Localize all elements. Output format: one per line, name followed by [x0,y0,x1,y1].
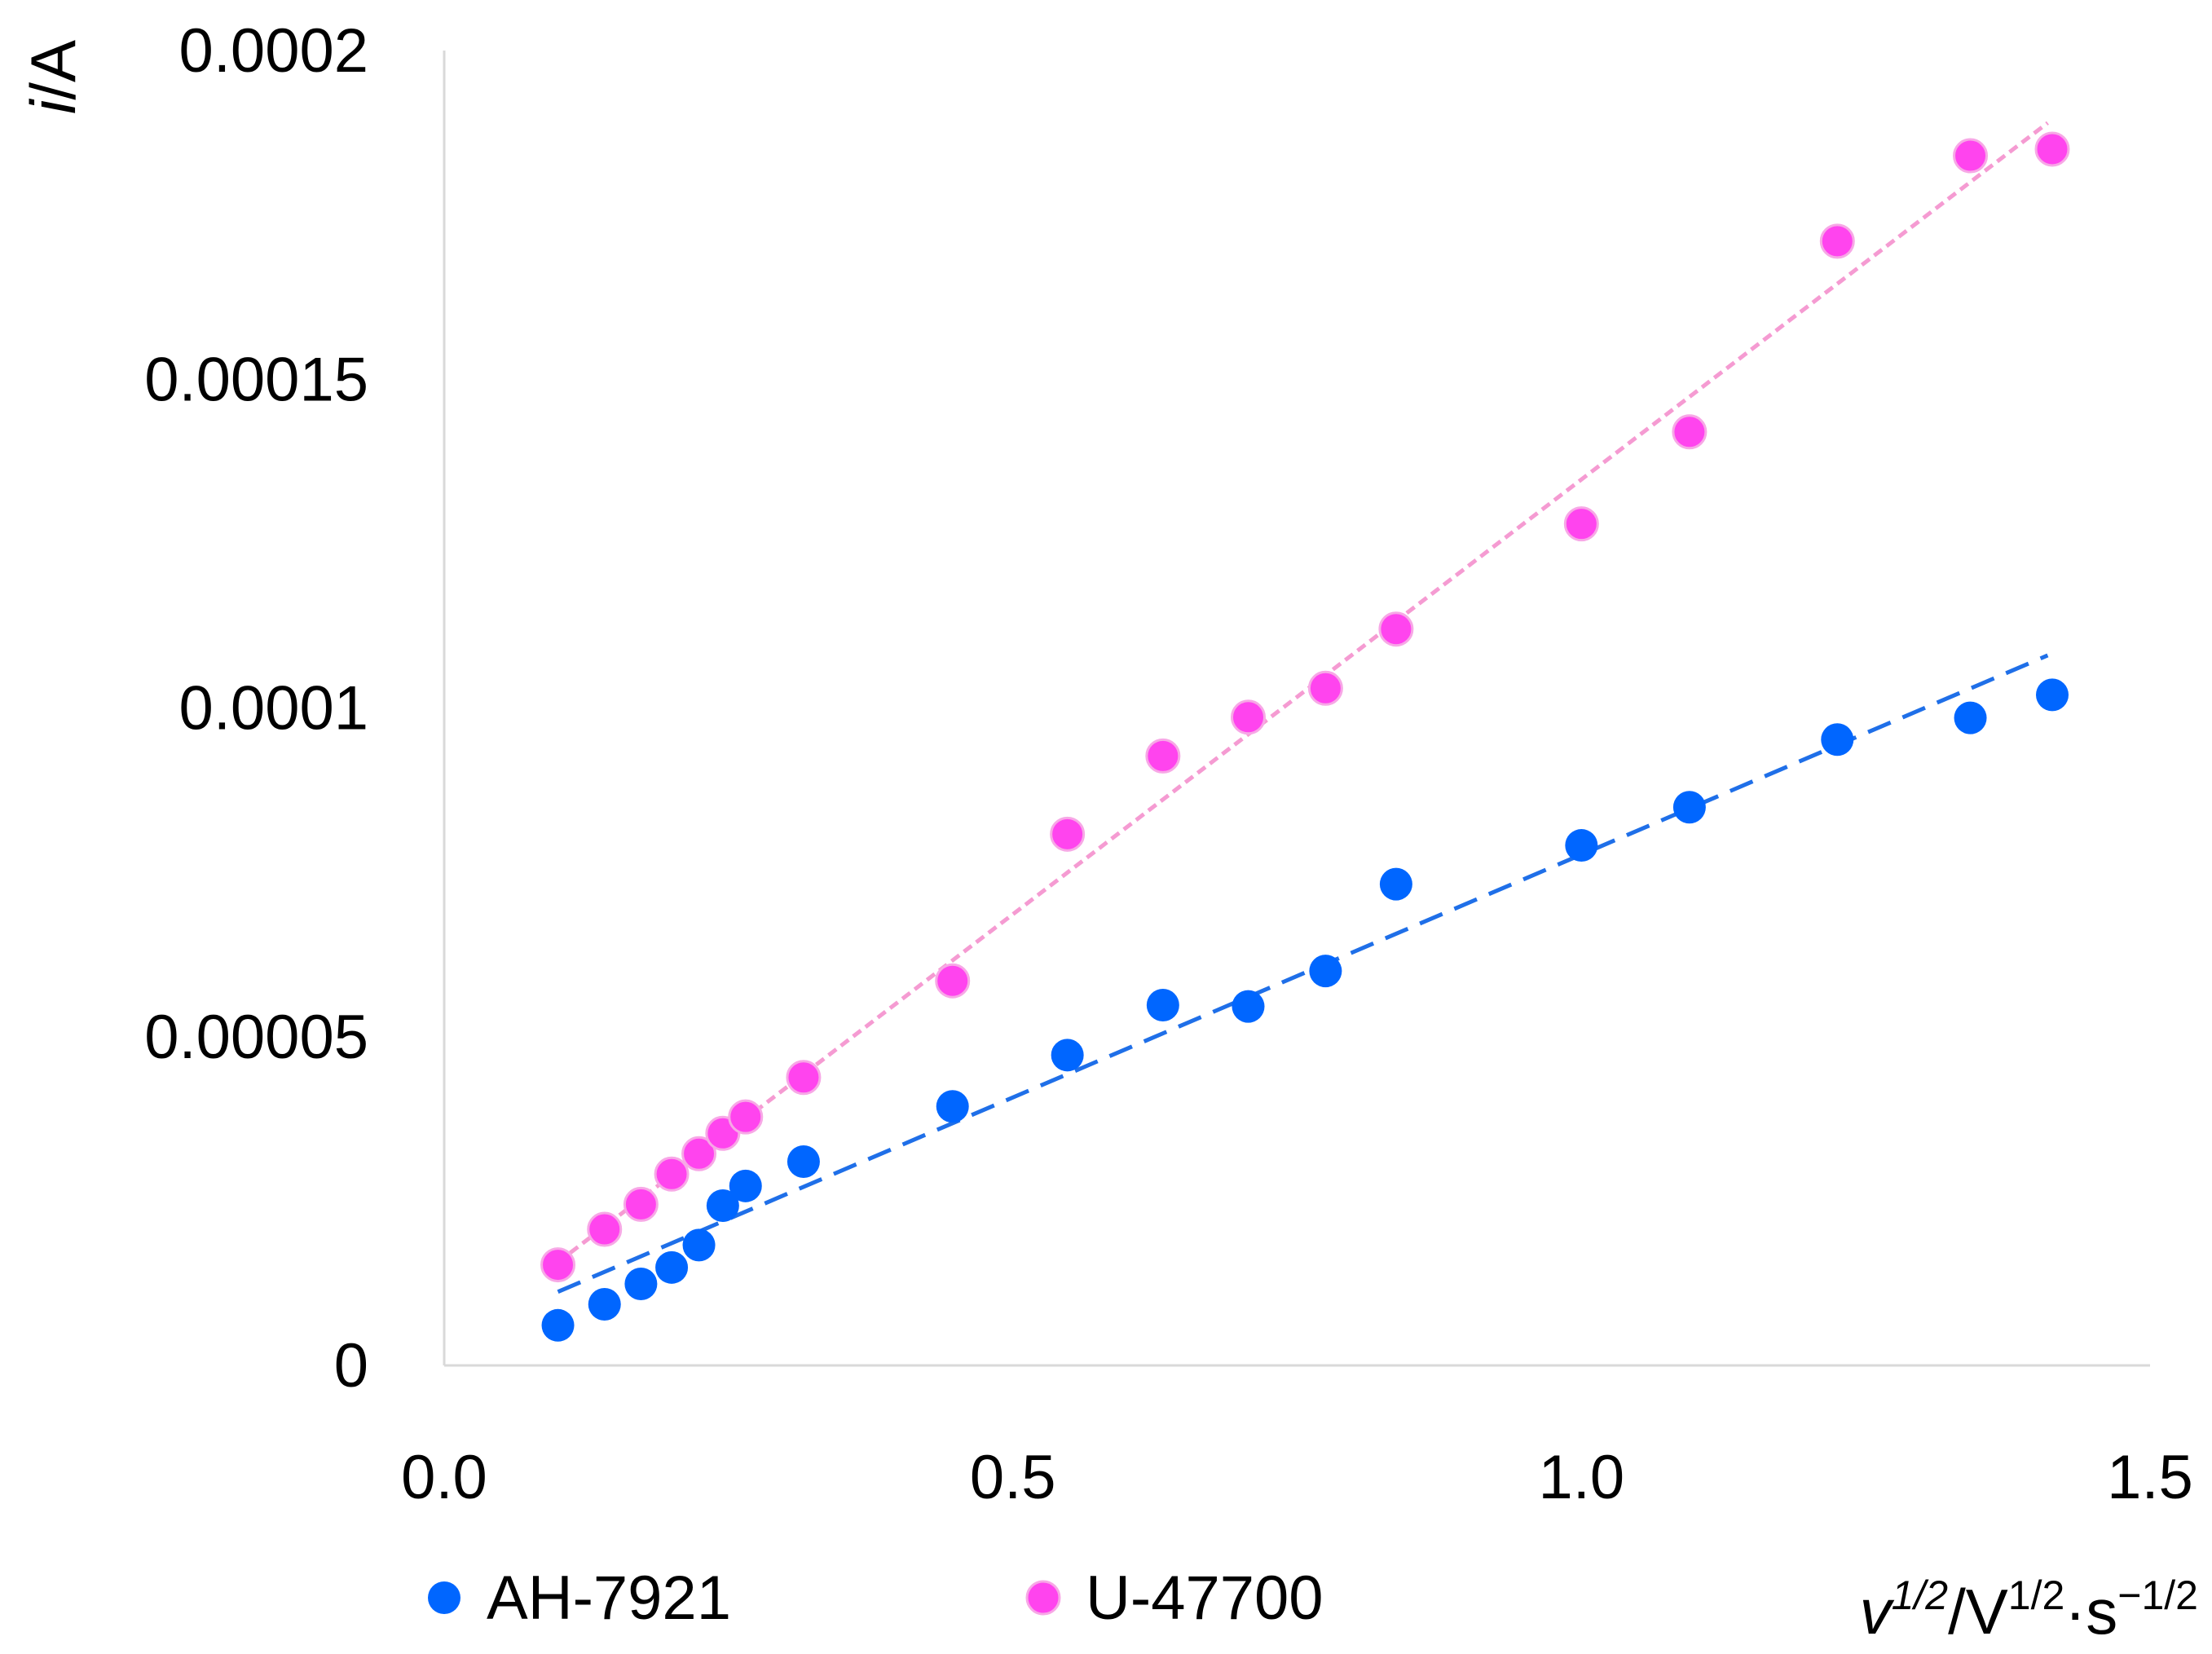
data-point-ah-7921 [706,1189,739,1223]
data-point-u-47700 [1231,699,1267,735]
data-point-u-47700 [1307,670,1343,706]
x-axis-v-symbol: v [1860,1576,1895,1647]
data-point-u-47700 [587,1211,623,1247]
data-point-u-47700 [1953,138,1989,174]
x-tick-labels: 0.0 0.5 1.0 1.5 [401,1443,2193,1512]
x-axis-slash: / [1948,1576,1966,1647]
data-point-u-47700 [786,1060,822,1096]
data-point-u-47700 [728,1099,764,1135]
data-point-ah-7921 [624,1267,658,1300]
y-tick-label: 0.00005 [144,1003,368,1072]
legend-label-ah-7921: AH-7921 [487,1564,731,1633]
data-point-u-47700 [935,963,971,999]
data-point-ah-7921 [682,1228,716,1262]
trendline-ah-7921 [557,653,2049,1294]
legend: AH-7921 U-47700 [428,1564,1324,1633]
data-point-ah-7921 [541,1308,575,1342]
data-point-u-47700 [1672,414,1707,450]
y-tick-label: 0.00015 [144,345,368,414]
legend-marker-u-47700 [1025,1580,1061,1616]
x-tick-label: 0.0 [401,1443,487,1512]
y-axis-symbol: i [17,98,89,114]
y-tick-labels: 0 0.00005 0.0001 0.00015 0.0002 [144,16,368,1400]
y-axis-unit: /A [17,40,89,100]
legend-item-u-47700: U-47700 [1025,1564,1324,1633]
legend-marker-ah-7921 [428,1581,460,1614]
x-tick-label: 1.0 [1539,1443,1625,1512]
data-point-u-47700 [1819,223,1855,259]
data-point-ah-7921 [787,1145,820,1178]
y-axis-title: i/A [17,40,89,114]
data-point-u-47700 [1563,506,1599,542]
data-point-ah-7921 [1565,829,1598,862]
data-point-ah-7921 [936,1090,969,1123]
x-axis-v-unit-exponent: 1/2 [2008,1572,2065,1618]
x-axis-s-exponent: −1/2 [2117,1572,2198,1618]
data-point-ah-7921 [1672,791,1706,824]
data-points [540,131,2070,1342]
data-point-ah-7921 [1146,989,1179,1022]
data-point-u-47700 [681,1136,717,1171]
x-axis-v-exponent: 1/2 [1892,1572,1949,1618]
data-point-u-47700 [1050,816,1086,852]
data-point-ah-7921 [729,1169,762,1202]
x-axis-title: v1/2/V1/2·s−1/2 [1860,1572,2198,1647]
y-tick-label: 0.0001 [179,674,368,743]
data-point-u-47700 [1145,738,1181,774]
data-point-ah-7921 [1051,1039,1084,1072]
data-point-ah-7921 [655,1250,689,1284]
trendline-u-47700 [557,121,2049,1264]
x-axis-dot: · [2064,1576,2086,1647]
data-point-ah-7921 [1379,867,1412,901]
trendlines [557,121,2049,1294]
data-point-ah-7921 [588,1287,621,1321]
x-tick-label: 1.5 [2107,1443,2193,1512]
x-axis-unit-v: V [1966,1576,2008,1647]
data-point-u-47700 [1378,611,1414,647]
data-point-ah-7921 [1309,955,1342,988]
legend-item-ah-7921: AH-7921 [428,1564,731,1633]
data-point-u-47700 [623,1186,659,1222]
data-point-ah-7921 [1954,701,1987,734]
data-point-u-47700 [540,1247,576,1283]
data-point-ah-7921 [1821,723,1854,756]
data-point-ah-7921 [1232,990,1265,1023]
x-tick-label: 0.5 [970,1443,1056,1512]
x-axis-unit-s: s [2086,1576,2117,1647]
legend-label-u-47700: U-47700 [1086,1564,1324,1633]
y-tick-label: 0 [334,1331,368,1400]
data-point-ah-7921 [2036,678,2069,712]
data-point-u-47700 [2034,131,2070,167]
data-point-u-47700 [654,1156,690,1192]
y-tick-label: 0.0002 [179,16,368,86]
